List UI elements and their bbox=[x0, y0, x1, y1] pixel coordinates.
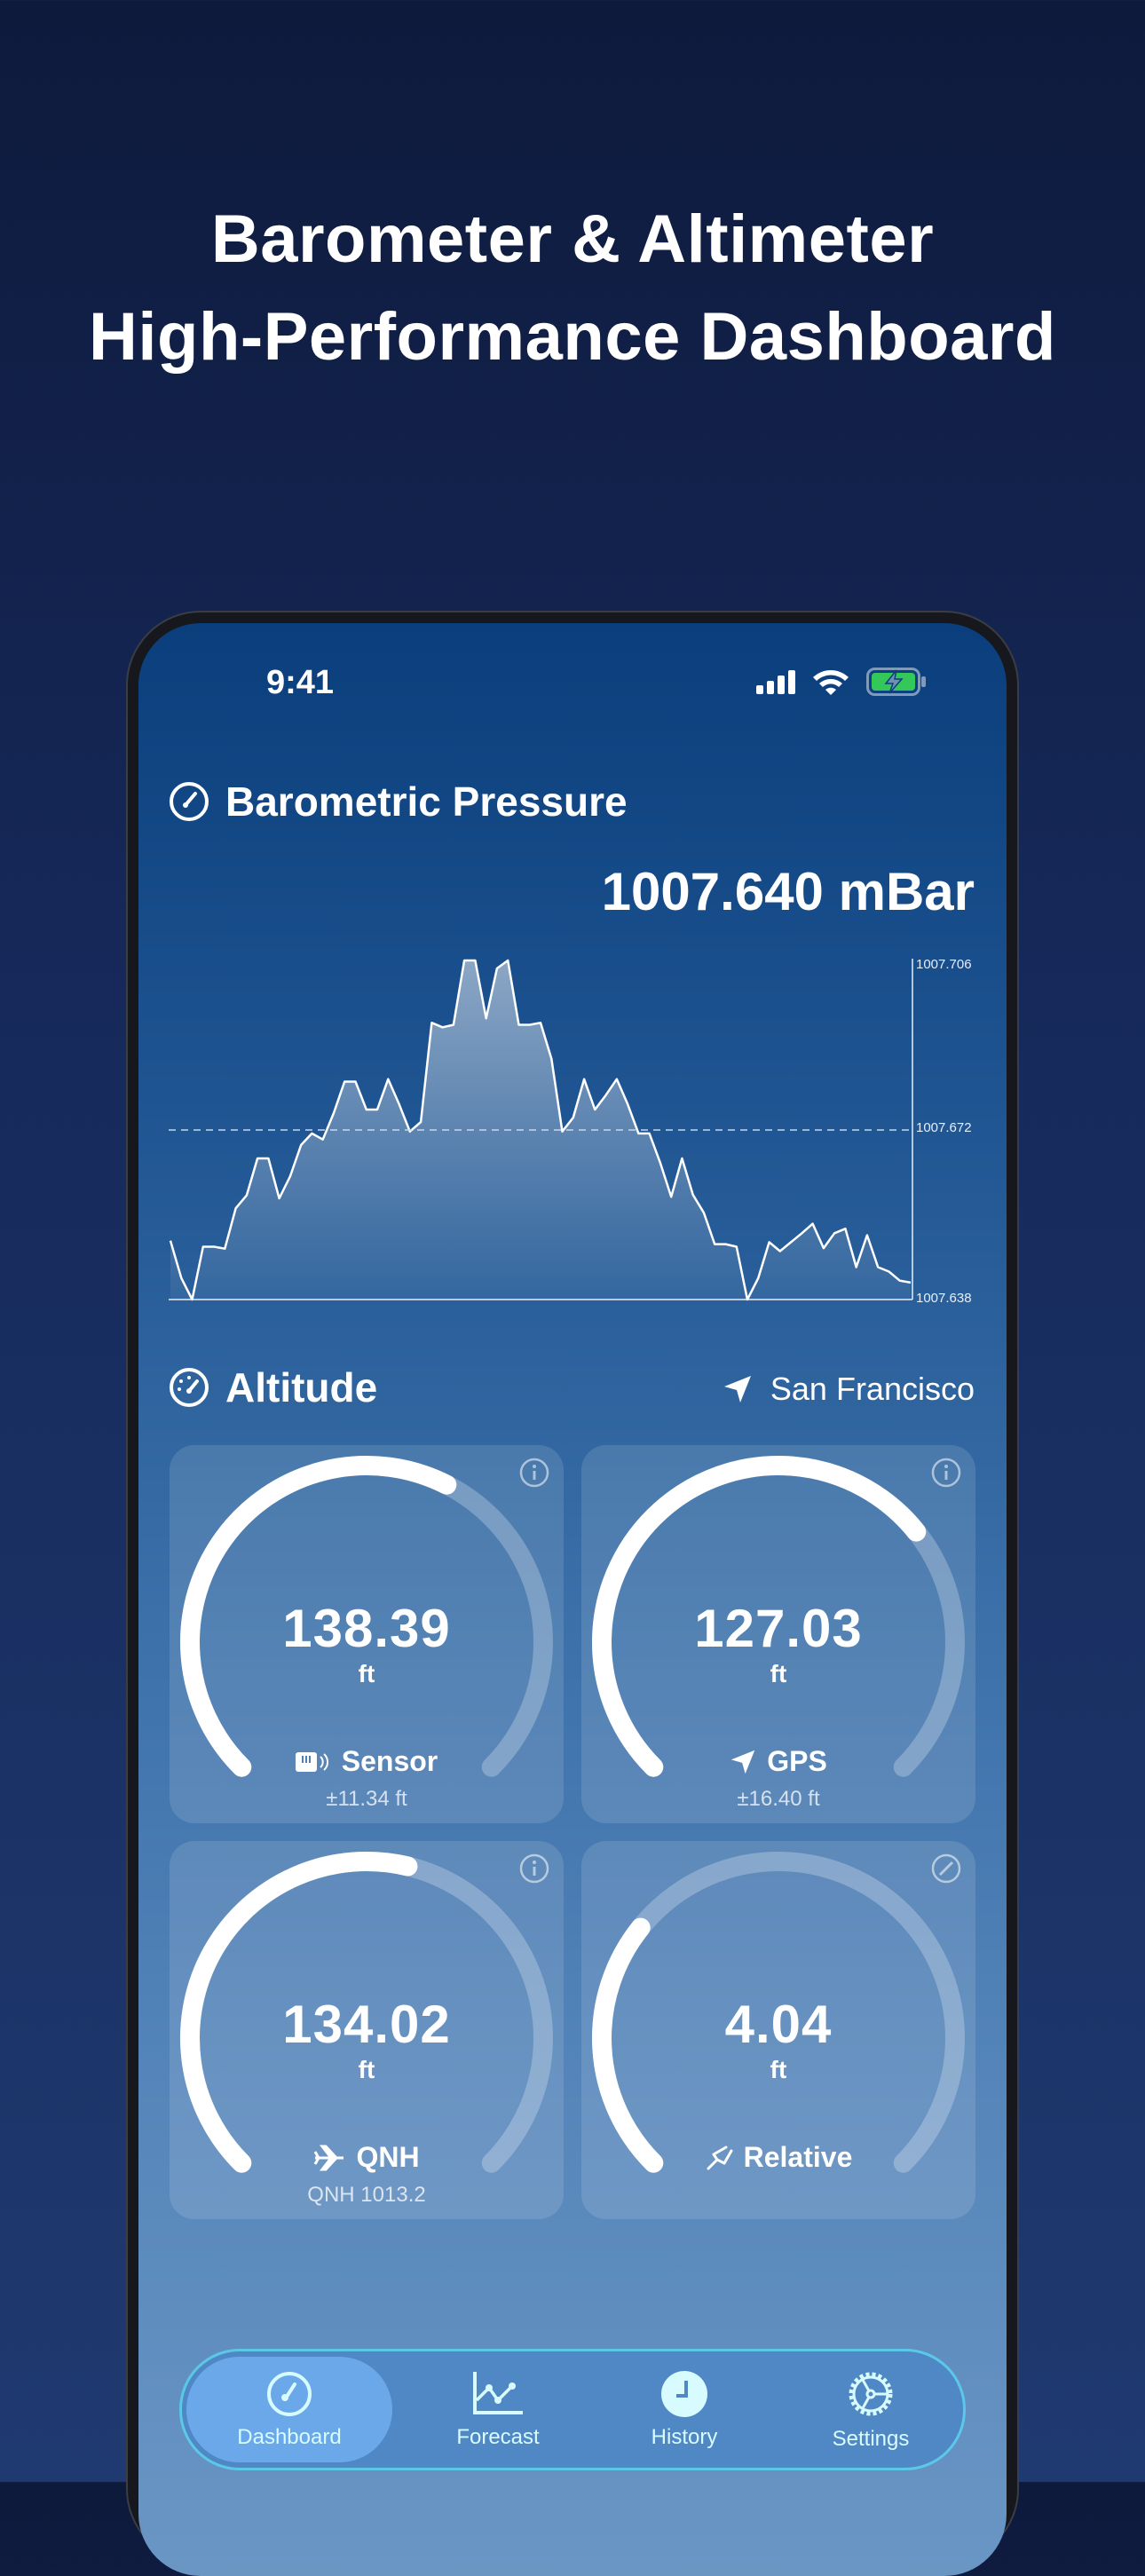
tab-history[interactable]: History bbox=[581, 2357, 787, 2462]
altitude-label: Relative bbox=[743, 2141, 853, 2173]
headline-line-1: Barometer & Altimeter bbox=[210, 201, 935, 277]
chart-line bbox=[169, 959, 912, 1301]
info-icon[interactable] bbox=[519, 1853, 549, 1884]
gauge-arc bbox=[592, 1852, 965, 2173]
y-tick-label: 1007.672 bbox=[916, 1120, 972, 1135]
gauge-arc bbox=[180, 1852, 553, 2173]
pressure-title: Barometric Pressure bbox=[225, 778, 628, 825]
headline-line-2: High-Performance Dashboard bbox=[89, 299, 1056, 375]
location-arrow-icon bbox=[723, 1376, 751, 1403]
altitude-card-gps[interactable]: 127.03 ft GPS ±16.40 ft bbox=[581, 1445, 975, 1823]
edit-icon[interactable] bbox=[931, 1853, 961, 1884]
altitude-card-relative[interactable]: 4.04 ft Relative bbox=[581, 1841, 975, 2219]
altitude-title: Altitude bbox=[225, 1364, 378, 1410]
tab-settings[interactable]: Settings bbox=[768, 2357, 974, 2462]
altitude-value: 138.39 bbox=[282, 1599, 451, 1658]
tab-label: Dashboard bbox=[237, 2424, 342, 2449]
gauge-icon bbox=[267, 2371, 312, 2416]
altitude-value: 4.04 bbox=[724, 1995, 833, 2054]
location-button[interactable]: San Francisco bbox=[723, 1371, 975, 1408]
altitude-label: GPS bbox=[767, 1745, 827, 1777]
cellular-signal-icon bbox=[756, 670, 795, 694]
gauge-arc bbox=[592, 1456, 965, 1777]
tab-forecast[interactable]: Forecast bbox=[395, 2357, 601, 2462]
altitude-unit: ft bbox=[770, 2056, 787, 2083]
gauge-fill bbox=[592, 1917, 664, 2173]
tab-dashboard[interactable]: Dashboard bbox=[186, 2357, 392, 2462]
location-name: San Francisco bbox=[770, 1371, 975, 1407]
altitude-unit: ft bbox=[358, 2056, 375, 2083]
clock-icon bbox=[661, 2370, 707, 2417]
gauge-fill bbox=[180, 1456, 457, 1777]
location-arrow-icon bbox=[730, 1749, 756, 1775]
gear-icon bbox=[849, 2372, 893, 2415]
altitude-label: QNH bbox=[356, 2141, 420, 2173]
phone-screen: 9:41 Barometric Pressure 1007.640 mBar 1… bbox=[138, 623, 1007, 2576]
pressure-chart bbox=[169, 959, 913, 1301]
pressure-value: 1007.640 mBar bbox=[601, 862, 975, 921]
gauge-fill bbox=[592, 1456, 927, 1777]
y-tick-label: 1007.638 bbox=[916, 1291, 972, 1306]
info-icon[interactable] bbox=[931, 1458, 961, 1488]
altitude-unit: ft bbox=[358, 1660, 375, 1687]
altitude-card-sensor[interactable]: 138.39 ft Sensor ±11.34 ft bbox=[170, 1445, 564, 1823]
y-tick-label: 1007.706 bbox=[916, 957, 972, 972]
chart-area bbox=[170, 960, 911, 1300]
tuning-fork-icon bbox=[705, 2144, 733, 2172]
gauge-icon bbox=[170, 782, 209, 821]
altitude-accuracy: ±16.40 ft bbox=[737, 1787, 820, 1811]
tab-bar: Dashboard Forecast History Settings bbox=[179, 2349, 966, 2470]
altitude-accuracy: QNH 1013.2 bbox=[307, 2183, 426, 2207]
altitude-value: 127.03 bbox=[694, 1599, 863, 1658]
altitude-value: 134.02 bbox=[282, 1995, 451, 2054]
airplane-icon bbox=[313, 2145, 345, 2171]
info-icon[interactable] bbox=[519, 1458, 549, 1488]
tab-label: History bbox=[651, 2424, 718, 2449]
tab-label: Settings bbox=[832, 2426, 910, 2451]
gauge-arc bbox=[180, 1456, 553, 1777]
line-chart-icon bbox=[473, 2371, 523, 2414]
sensor-icon bbox=[295, 1750, 331, 1774]
altitude-label: Sensor bbox=[341, 1745, 438, 1777]
speedometer-icon bbox=[170, 1368, 209, 1407]
altitude-accuracy: ±11.34 ft bbox=[326, 1787, 407, 1811]
altitude-card-qnh[interactable]: 134.02 ft QNH QNH 1013.2 bbox=[170, 1841, 564, 2219]
altitude-unit: ft bbox=[770, 1660, 787, 1687]
tab-label: Forecast bbox=[456, 2424, 540, 2449]
wifi-icon bbox=[813, 670, 849, 695]
battery-charging-icon bbox=[866, 668, 926, 696]
status-time: 9:41 bbox=[266, 664, 335, 701]
gauge-fill bbox=[180, 1852, 418, 2173]
